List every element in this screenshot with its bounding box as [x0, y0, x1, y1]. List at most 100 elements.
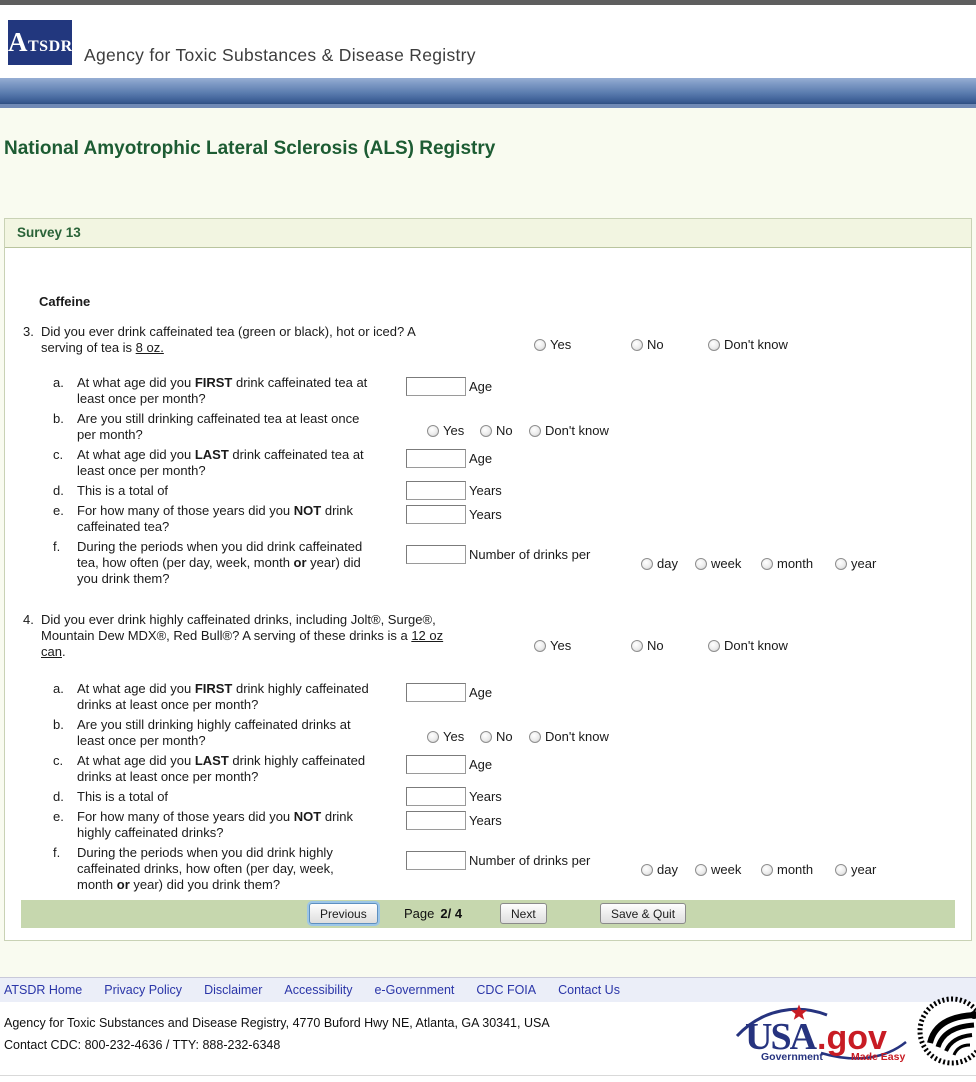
previous-button[interactable]: Previous: [309, 903, 378, 924]
q4f-option-month[interactable]: month: [761, 862, 813, 878]
next-button[interactable]: Next: [500, 903, 547, 924]
q3b-option-no[interactable]: No: [480, 423, 513, 439]
q4-option-yes[interactable]: Yes: [534, 638, 571, 654]
q4f-option-year[interactable]: year: [835, 862, 876, 878]
usagov-government-text: Government: [761, 1051, 823, 1063]
q4c-age-input[interactable]: [406, 755, 466, 774]
question-3d-label: This is a total of: [77, 483, 169, 498]
top-border-bar: [0, 0, 976, 5]
header-blue-band: [0, 78, 976, 108]
q4d-years-unit: Years: [469, 789, 502, 804]
question-4d-label: This is a total of: [77, 789, 169, 804]
question-3a-letter: a.: [53, 375, 64, 390]
q4b-option-yes[interactable]: Yes: [427, 729, 464, 745]
q3-yes-radio[interactable]: [534, 339, 546, 351]
q3-no-label: No: [647, 337, 664, 352]
q4-option-dont-know[interactable]: Don't know: [708, 638, 788, 654]
save-and-quit-button[interactable]: Save & Quit: [600, 903, 687, 924]
hhs-logo-icon[interactable]: [916, 995, 976, 1072]
q3f-week-radio[interactable]: [695, 558, 707, 570]
survey-nav-bar: Previous Page 2/ 4 Next Save & Quit: [21, 900, 955, 928]
q3f-month-radio[interactable]: [761, 558, 773, 570]
usagov-made-easy-text: Made Easy: [851, 1051, 905, 1063]
question-4a-letter: a.: [53, 681, 64, 696]
question-3c-letter: c.: [53, 447, 64, 462]
usagov-logo[interactable]: USA .gov Government Made Easy: [735, 1002, 907, 1069]
q3-dont-know-radio[interactable]: [708, 339, 720, 351]
footer-link-cdc-foia[interactable]: CDC FOIA: [476, 983, 537, 997]
q4b-option-dont-know[interactable]: Don't know: [529, 729, 609, 745]
q3f-option-year[interactable]: year: [835, 556, 876, 572]
question-3f-letter: f.: [53, 539, 61, 554]
q3f-year-radio[interactable]: [835, 558, 847, 570]
question-4b: b. Are you still drinking highly caffein…: [5, 717, 971, 749]
question-4e-letter: e.: [53, 809, 64, 824]
q3c-age-input[interactable]: [406, 449, 466, 468]
footer-link-accessibility[interactable]: Accessibility: [284, 983, 353, 997]
question-3e-letter: e.: [53, 503, 64, 518]
q3-no-radio[interactable]: [631, 339, 643, 351]
q3e-years-input[interactable]: [406, 505, 466, 524]
usagov-gov-text: .gov: [817, 1019, 887, 1057]
q4e-years-unit: Years: [469, 813, 502, 828]
q4b-option-no[interactable]: No: [480, 729, 513, 745]
q4f-year-radio[interactable]: [835, 864, 847, 876]
q3f-number-input[interactable]: [406, 545, 466, 564]
q3b-dont-know-radio[interactable]: [529, 425, 541, 437]
q4f-option-week[interactable]: week: [695, 862, 741, 878]
q3f-option-month[interactable]: month: [761, 556, 813, 572]
bottom-divider: [0, 1075, 976, 1076]
page-indicator: Page 2/ 4: [404, 906, 463, 921]
question-4e-label: For how many of those years did you NOT …: [77, 809, 354, 840]
q3b-option-yes[interactable]: Yes: [427, 423, 464, 439]
q4f-month-radio[interactable]: [761, 864, 773, 876]
question-3-line1: Did you ever drink caffeinated tea (gree…: [41, 324, 416, 339]
question-3: 3. Did you ever drink caffeinated tea (g…: [5, 324, 971, 356]
q4f-number-input[interactable]: [406, 851, 466, 870]
q4-dont-know-radio[interactable]: [708, 640, 720, 652]
footer-link-contact-us[interactable]: Contact Us: [558, 983, 620, 997]
footer-address: Agency for Toxic Substances and Disease …: [4, 1016, 550, 1030]
site-header: ATSDR Agency for Toxic Substances & Dise…: [0, 5, 976, 78]
question-4b-label: Are you still drinking highly caffeinate…: [77, 717, 351, 748]
atsdr-logo[interactable]: ATSDR: [8, 20, 72, 65]
footer-link-privacy-policy[interactable]: Privacy Policy: [104, 983, 183, 997]
q3c-age-unit: Age: [469, 451, 493, 466]
q4f-day-radio[interactable]: [641, 864, 653, 876]
q3-option-yes[interactable]: Yes: [534, 337, 571, 353]
question-4f-label: During the periods when you did drink hi…: [77, 845, 334, 892]
q3b-no-radio[interactable]: [480, 425, 492, 437]
main-content-area: National Amyotrophic Lateral Sclerosis (…: [0, 108, 976, 977]
question-3f: f. During the periods when you did drink…: [5, 539, 971, 587]
question-3-line2: serving of tea is: [41, 340, 136, 355]
question-4d: d. This is a total of Years: [5, 787, 971, 806]
q4d-years-input[interactable]: [406, 787, 466, 806]
question-3b: b. Are you still drinking caffeinated te…: [5, 411, 971, 443]
footer-links-bar: ATSDR Home Privacy Policy Disclaimer Acc…: [0, 977, 976, 1002]
q3d-years-input[interactable]: [406, 481, 466, 500]
footer-link-atsdr-home[interactable]: ATSDR Home: [4, 983, 83, 997]
question-4f: f. During the periods when you did drink…: [5, 845, 971, 893]
q3a-age-input[interactable]: [406, 377, 466, 396]
q4b-dont-know-radio[interactable]: [529, 731, 541, 743]
question-3e-label: For how many of those years did you NOT …: [77, 503, 354, 534]
q3-option-dont-know[interactable]: Don't know: [708, 337, 788, 353]
q3b-yes-radio[interactable]: [427, 425, 439, 437]
q4-yes-radio[interactable]: [534, 640, 546, 652]
q4a-age-input[interactable]: [406, 683, 466, 702]
q4-no-radio[interactable]: [631, 640, 643, 652]
footer-link-disclaimer[interactable]: Disclaimer: [204, 983, 263, 997]
q4f-option-day[interactable]: day: [641, 862, 678, 878]
footer-link-e-government[interactable]: e-Government: [374, 983, 455, 997]
q4b-no-radio[interactable]: [480, 731, 492, 743]
q4-option-no[interactable]: No: [631, 638, 664, 654]
q4f-week-radio[interactable]: [695, 864, 707, 876]
q3f-day-radio[interactable]: [641, 558, 653, 570]
q3f-option-day[interactable]: day: [641, 556, 678, 572]
q3-option-no[interactable]: No: [631, 337, 664, 353]
question-4: 4. Did you ever drink highly caffeinated…: [5, 612, 971, 660]
q3b-option-dont-know[interactable]: Don't know: [529, 423, 609, 439]
q3f-option-week[interactable]: week: [695, 556, 741, 572]
q4b-yes-radio[interactable]: [427, 731, 439, 743]
q4e-years-input[interactable]: [406, 811, 466, 830]
